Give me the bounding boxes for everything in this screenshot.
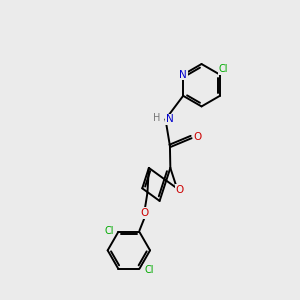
Text: Cl: Cl [144, 265, 154, 275]
Text: O: O [140, 208, 148, 218]
Text: Cl: Cl [104, 226, 114, 236]
Text: O: O [176, 185, 184, 195]
Text: H: H [153, 113, 160, 123]
Text: O: O [194, 132, 202, 142]
Text: N: N [179, 70, 187, 80]
Text: N: N [166, 114, 174, 124]
Text: Cl: Cl [219, 64, 228, 74]
